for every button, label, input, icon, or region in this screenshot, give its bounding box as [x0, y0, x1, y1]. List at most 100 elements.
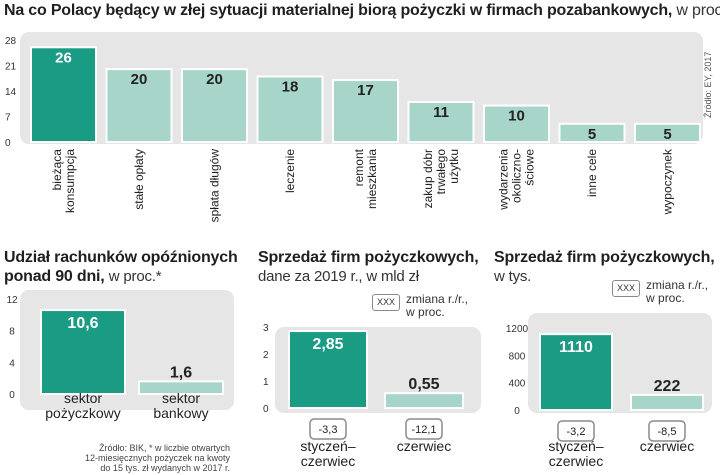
- main-value-label: 5: [588, 126, 596, 143]
- p4-category-label: czerwiec: [549, 453, 603, 469]
- p3-y-tick-label: 3: [263, 323, 269, 334]
- main-bar: [407, 100, 475, 144]
- p3-y-tick-label: 2: [263, 350, 269, 361]
- panel4-legend-box: XXX: [612, 280, 641, 297]
- main-y-tick-label: 7: [5, 113, 11, 124]
- panel4-legend-line2: w proc.: [646, 291, 685, 305]
- panel3-legend-text: zmiana r./r., w proc.: [406, 293, 468, 319]
- main-category-label: wydarzeniaokoliczno-ściowe: [497, 149, 537, 211]
- panel4-legend: XXX zmiana r./r., w proc.: [612, 279, 708, 305]
- p2-bar: [40, 309, 126, 396]
- main-bar: [634, 122, 701, 143]
- main-value-label: 20: [206, 71, 223, 88]
- panel4-title: Sprzedaż firm pożyczkowych, w tys.: [494, 248, 715, 286]
- main-category-label-line: konsumpcja: [63, 149, 77, 213]
- p2-value-label: 1,6: [170, 364, 192, 381]
- main-bar: [483, 104, 550, 143]
- main-y-tick-label: 14: [5, 87, 17, 98]
- main-value-label: 26: [55, 49, 72, 66]
- p4-bar: [630, 393, 704, 411]
- panel2-footnote-line1: Źródło: BIK, * w liczbie otwartych: [98, 443, 230, 453]
- main-category-label: zakup dóbrtrwałegoużytku: [421, 149, 461, 209]
- main-y-tick-label: 28: [5, 36, 17, 47]
- main-category-label: bieżącakonsumpcja: [50, 149, 77, 213]
- p4-bar: [539, 333, 613, 411]
- p3-category-label: styczeń–: [300, 438, 355, 454]
- p4-category-label: czerwiec: [640, 438, 694, 454]
- p2-bar: [138, 380, 224, 396]
- p4-change-label: -3,2: [567, 426, 586, 438]
- p3-category-label: czerwiec: [301, 453, 355, 469]
- p3-bar: [288, 330, 368, 409]
- panel4-title-line1: Sprzedaż firm pożyczkowych,: [494, 249, 715, 266]
- main-chart-title-text: Na co Polacy będący w złej sytuacji mate…: [4, 2, 673, 19]
- main-chart-title: Na co Polacy będący w złej sytuacji mate…: [4, 2, 720, 20]
- main-category-label-line: inne cele: [585, 149, 599, 197]
- p3-category-label: czerwiec: [397, 438, 451, 454]
- main-bar: [30, 46, 97, 143]
- panel3-legend-box: XXX: [372, 294, 401, 311]
- main-bar: [332, 79, 399, 143]
- p4-category-label: styczeń–: [548, 438, 603, 454]
- main-value-label: 11: [433, 104, 449, 121]
- main-category-label-line: remont: [352, 148, 366, 186]
- main-category-label-line: użytku: [447, 149, 461, 184]
- main-bar: [558, 122, 626, 143]
- p2-y-tick-label: 0: [9, 390, 15, 401]
- panel2-footnote: Źródło: BIK, * w liczbie otwartych 12-mi…: [20, 443, 230, 473]
- main-category-label: wypoczynek: [661, 148, 675, 215]
- main-chart-title-unit: w proc.: [676, 2, 720, 19]
- panel2-chart: 0481210,6sektorpożyczkowy1,6sektorbankow…: [6, 295, 224, 421]
- p3-value-label: 2,85: [312, 336, 343, 353]
- main-category-label: stałe opłaty: [132, 149, 146, 210]
- p2-y-tick-label: 4: [9, 358, 15, 369]
- main-chart: 0 7 14 21 28 26 bieżącakonsumpcja 20 stałe opłat…: [5, 36, 701, 223]
- p3-y-tick-label: 1: [263, 377, 269, 388]
- p4-value-label: 1110: [559, 339, 593, 356]
- p4-change-box: [557, 420, 595, 442]
- main-category-label-line: mieszkania: [365, 149, 379, 209]
- main-category-label: inne cele: [585, 149, 599, 197]
- panel3-legend-line1: zmiana r./r.,: [406, 292, 469, 306]
- panel3-legend-line2: w proc.: [406, 305, 445, 319]
- panel2-title-line2-light: w proc.*: [108, 268, 162, 285]
- p3-change-box: [405, 418, 443, 440]
- main-category-label: spłata długów: [208, 149, 222, 223]
- p3-y-tick-label: 0: [263, 404, 269, 415]
- main-category-label-line: stałe opłaty: [132, 149, 146, 210]
- p2-category-label: sektor: [64, 390, 102, 406]
- main-value-label: 18: [282, 78, 299, 95]
- p2-y-tick-label: 12: [6, 295, 18, 306]
- p4-y-tick-label: 1200: [506, 324, 529, 335]
- p3-change-box: [309, 418, 347, 440]
- panel4-legend-line1: zmiana r./r.,: [646, 278, 709, 292]
- p4-y-tick-label: 0: [514, 406, 520, 417]
- p4-y-tick-label: 400: [509, 379, 526, 390]
- p3-change-label: -3,3: [319, 424, 338, 436]
- main-category-label: leczenie: [283, 149, 297, 193]
- main-category-label: remontmieszkania: [352, 148, 379, 209]
- main-value-label: 5: [663, 126, 671, 143]
- p4-change-label: -8,5: [658, 426, 677, 438]
- main-bar: [181, 68, 248, 143]
- p2-y-tick-label: 8: [9, 327, 15, 338]
- main-category-label-line: trwałego: [434, 149, 448, 195]
- main-category-label-line: okoliczno-: [510, 149, 524, 203]
- main-bar: [105, 68, 173, 143]
- panel3-chart: 01232,85-3,3styczeń–czerwiec0,55-12,1cze…: [263, 323, 464, 469]
- main-value-label: 17: [357, 82, 374, 99]
- panel4-title-line2: w tys.: [494, 268, 532, 285]
- p2-value-label: 10,6: [67, 315, 98, 332]
- main-category-label-line: wydarzenia: [497, 149, 511, 211]
- panel3-legend: XXX zmiana r./r., w proc.: [372, 293, 468, 319]
- main-value-label: 20: [131, 71, 148, 88]
- main-category-label-line: zakup dóbr: [421, 149, 435, 208]
- main-y-tick-label: 21: [5, 62, 17, 73]
- p3-bar: [384, 392, 464, 409]
- main-bar: [256, 75, 324, 143]
- p4-change-box: [648, 420, 686, 442]
- panel3-title-line2: dane za 2019 r., w mld zł: [258, 268, 419, 285]
- panel3-title: Sprzedaż firm pożyczkowych, dane za 2019…: [258, 248, 479, 286]
- main-category-label-line: ściowe: [523, 149, 537, 186]
